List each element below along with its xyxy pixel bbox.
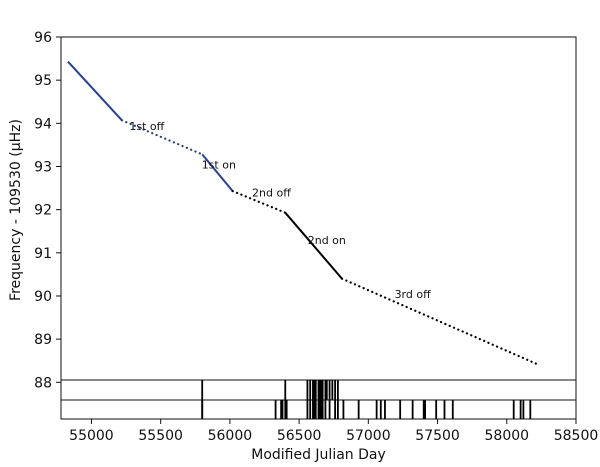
annotation-label: 1st on bbox=[202, 159, 236, 172]
x-tick-label: 58000 bbox=[485, 428, 530, 444]
y-tick-label: 96 bbox=[34, 30, 52, 46]
y-tick-label: 89 bbox=[34, 332, 52, 348]
data-series bbox=[67, 60, 539, 366]
plot-frame bbox=[60, 36, 577, 420]
series-segment-4 bbox=[231, 189, 287, 214]
x-tick-label: 55000 bbox=[69, 428, 114, 444]
y-tick-label: 88 bbox=[34, 375, 52, 391]
y-tick-label: 92 bbox=[34, 203, 52, 219]
annotation-label: 1st off bbox=[129, 120, 164, 133]
annotation-label: 3rd off bbox=[395, 288, 432, 301]
x-tick-label: 58500 bbox=[554, 428, 599, 444]
annotation-label: 2nd off bbox=[252, 187, 291, 200]
annotation-label: 2nd on bbox=[308, 234, 346, 247]
plot-area: 1st off 1st on 2nd off 2nd on 3rd off bbox=[60, 36, 577, 420]
y-tick-label: 91 bbox=[34, 246, 52, 262]
series-segment-2 bbox=[120, 119, 204, 156]
x-tick-label: 55500 bbox=[138, 428, 183, 444]
series-segment-3 bbox=[201, 153, 234, 192]
series-segment-1 bbox=[67, 60, 123, 121]
annotations: 1st off 1st on 2nd off 2nd on 3rd off bbox=[129, 120, 431, 301]
y-tick-label: 93 bbox=[34, 159, 52, 175]
series-segment-5 bbox=[284, 212, 343, 280]
y-axis-label: Frequency - 109530 (μHz) bbox=[8, 119, 24, 301]
y-tick-label: 94 bbox=[34, 116, 52, 132]
event-markers bbox=[201, 380, 532, 419]
x-tick-label: 57000 bbox=[346, 428, 391, 444]
y-tick-label: 95 bbox=[34, 73, 52, 89]
x-axis: 55000 55500 56000 56500 57000 57500 58000 58500 bbox=[69, 419, 598, 444]
x-tick-label: 57500 bbox=[415, 428, 460, 444]
x-tick-label: 56500 bbox=[277, 428, 322, 444]
series-segment-6 bbox=[340, 277, 539, 366]
y-axis: 88 89 90 91 92 93 94 95 96 bbox=[34, 30, 61, 391]
x-tick-label: 56000 bbox=[208, 428, 253, 444]
x-axis-label: Modified Julian Day bbox=[251, 447, 386, 463]
y-tick-label: 90 bbox=[34, 289, 52, 305]
